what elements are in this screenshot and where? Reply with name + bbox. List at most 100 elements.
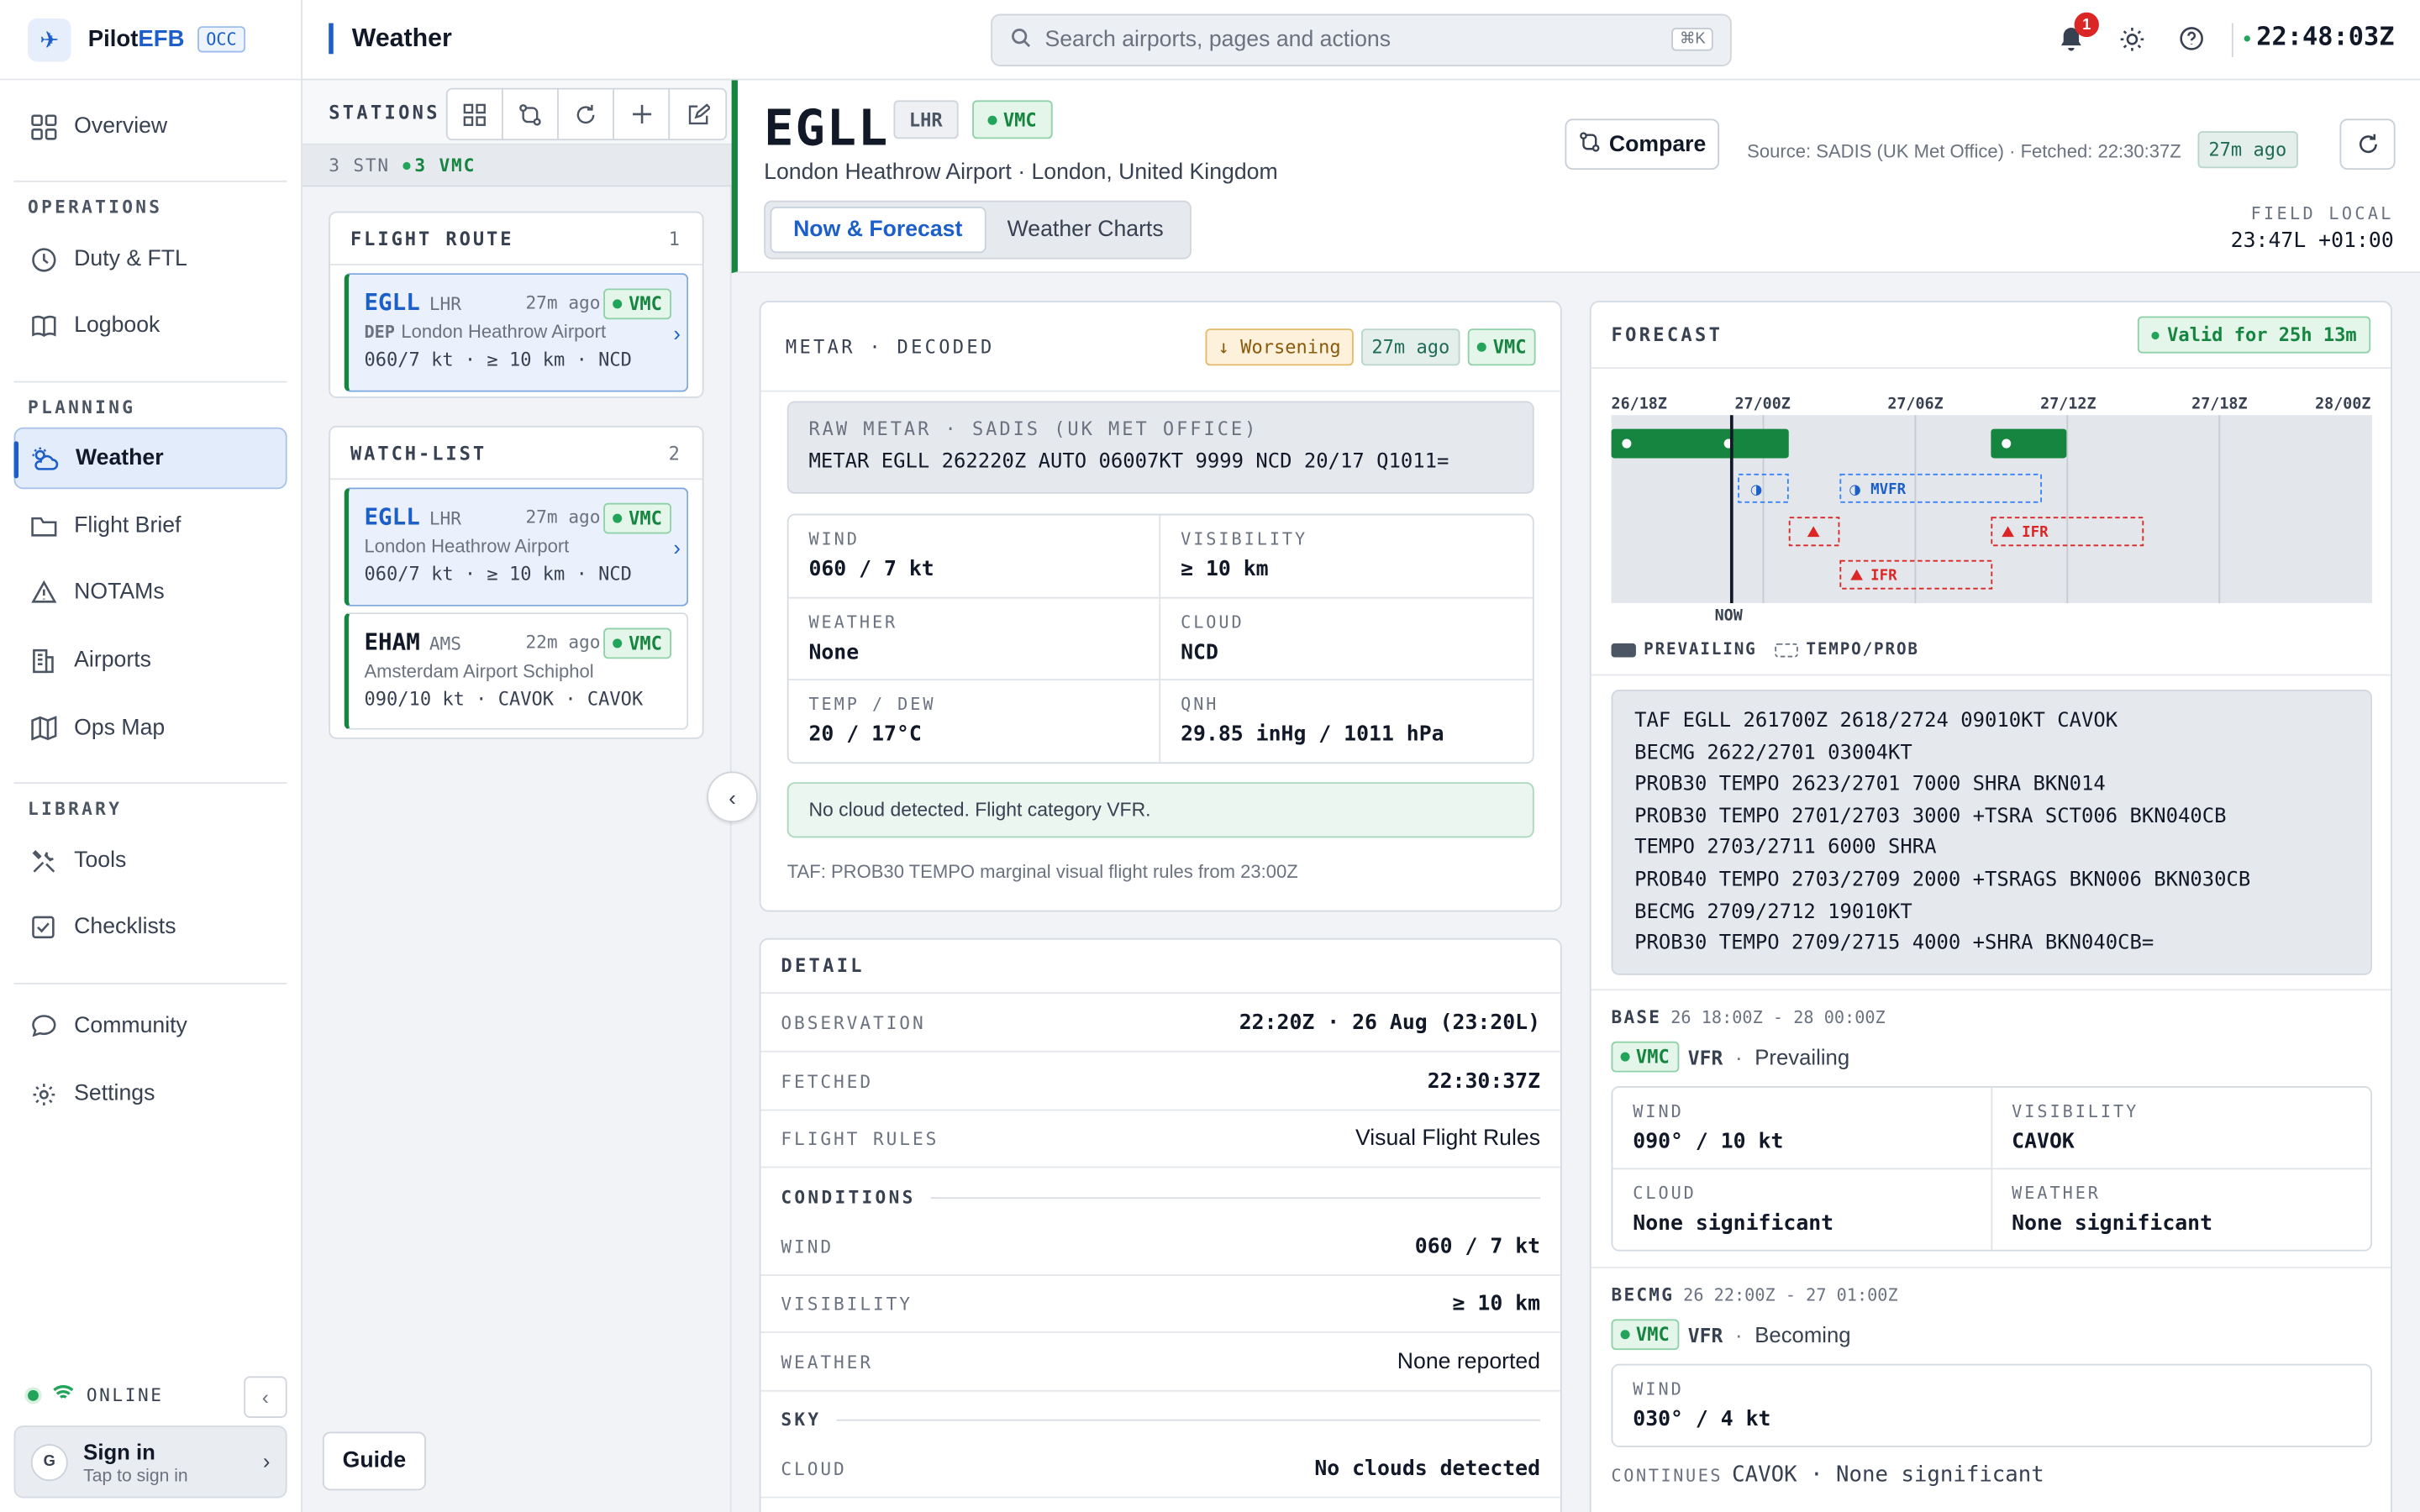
station-iata: LHR: [429, 507, 462, 529]
sidebar-item-weather[interactable]: Weather: [13, 427, 287, 490]
base-period-grid: WIND 090° / 10 kt VISIBILITY CAVOK CLOUD No…: [1611, 1086, 2373, 1252]
tempo-mvfr-block: [1738, 473, 1789, 503]
row-value: ≥ 10 km: [1452, 1290, 1541, 1315]
sign-in-button[interactable]: G Sign in Tap to sign in ›: [13, 1425, 287, 1499]
shortcut-hint: ⌘K: [1671, 28, 1713, 51]
timeline-label: 27/12Z: [2040, 396, 2096, 414]
route-button[interactable]: [503, 89, 559, 139]
sidebar: ✈ PilotEFB OCC Overview OPERATIONS Duty …: [0, 0, 302, 1512]
sidebar-item-checklists[interactable]: Checklists: [14, 896, 287, 958]
divider: [1591, 674, 2391, 676]
legend-label: PREVAILING: [1644, 640, 1757, 659]
sidebar-item-overview[interactable]: Overview: [14, 96, 287, 157]
station-icao: EGLL: [364, 502, 420, 531]
station-card-eham[interactable]: EHAM AMS 22m ago VMC Amsterdam Airport Sc…: [344, 612, 689, 730]
sidebar-item-flight-brief[interactable]: Flight Brief: [14, 496, 287, 557]
taf-line: PROB40 TEMPO 2703/2709 2000 +TSRAGS BKN0…: [1634, 869, 2251, 892]
station-icao: EGLL: [364, 288, 420, 317]
sidebar-item-ops-map[interactable]: Ops Map: [14, 697, 287, 759]
raw-metar-text: METAR EGLL 262220Z AUTO 06007KT 9999 NCD…: [808, 450, 1449, 474]
help-icon[interactable]: [2176, 24, 2207, 55]
refresh-button[interactable]: [2339, 118, 2396, 171]
sidebar-item-duty[interactable]: Duty & FTL: [14, 228, 287, 290]
vmc-badge: VMC: [603, 502, 671, 534]
divider: [13, 381, 287, 383]
source-info: Source: SADIS (UK Met Office) · Fetched:…: [1747, 140, 2181, 162]
sidebar-item-label: Airports: [74, 648, 151, 673]
metar-card: METAR · DECODED ↓ Worsening 27m ago VMC …: [759, 301, 1562, 912]
separator: ·: [1734, 1044, 1743, 1069]
trend-badge: ↓ Worsening: [1205, 328, 1354, 365]
taf-note: TAF: PROB30 TEMPO marginal visual flight…: [786, 860, 1298, 883]
collapse-stations-button[interactable]: ‹: [707, 771, 758, 822]
sidebar-item-logbook[interactable]: Logbook: [14, 295, 287, 356]
period-key: BASE: [1611, 1005, 1662, 1028]
chat-bubble-icon: [29, 1012, 57, 1040]
warning-triangle-icon: [1850, 569, 1863, 580]
cell-label: QNH: [1181, 695, 1219, 716]
chevron-right-icon: ›: [673, 535, 681, 560]
prevailing-dot: [1622, 438, 1632, 449]
chevron-right-icon: ›: [262, 1448, 271, 1474]
cell-value: NCD: [1181, 639, 1218, 664]
online-label: ONLINE: [86, 1383, 164, 1406]
taf-line: BECMG 2709/2712 19010KT: [1634, 900, 1912, 924]
detail-row-observation: OBSERVATION 22:20Z · 26 Aug (23:20L): [760, 994, 1560, 1053]
divider: [836, 1418, 1541, 1420]
row-value: 22:30:37Z: [1427, 1068, 1541, 1094]
metar-cell-weather: WEATHER None: [788, 598, 1161, 681]
station-count: 3 STN: [329, 154, 391, 176]
sidebar-item-tools[interactable]: Tools: [14, 830, 287, 891]
view-tabs: Now & Forecast Weather Charts: [764, 200, 1192, 260]
chevron-left-icon: ‹: [729, 784, 736, 810]
sun-icon[interactable]: [2116, 24, 2147, 55]
vmc-label: VMC: [1492, 335, 1527, 358]
edit-button[interactable]: [670, 90, 725, 139]
grid-view-button[interactable]: [448, 89, 503, 139]
sidebar-item-settings[interactable]: Settings: [14, 1063, 287, 1125]
sidebar-item-airports[interactable]: Airports: [14, 629, 287, 690]
collapse-sidebar-button[interactable]: ‹: [244, 1376, 287, 1418]
vmc-badge: VMC: [1611, 1319, 1679, 1351]
station-card-egll-route[interactable]: EGLL LHR 27m ago VMC DEP London Heathrow A…: [344, 273, 689, 392]
vmc-label: VMC: [629, 292, 662, 315]
brand-name-a: Pilot: [87, 26, 139, 53]
row-label: VISIBILITY: [781, 1292, 913, 1314]
period-status-becmg: VMC VFR · Becoming: [1611, 1319, 1851, 1351]
stations-toolbar: [445, 87, 728, 141]
cell-label: VISIBILITY: [1181, 528, 1308, 549]
compare-button[interactable]: Compare: [1565, 118, 1720, 171]
continues-label: CONTINUES: [1611, 1464, 1723, 1485]
bell-icon[interactable]: [2056, 24, 2087, 55]
period-range: 26 22:00Z - 27 01:00Z: [1683, 1284, 1898, 1305]
timeline-legend: PREVAILING TEMPO/PROB: [1611, 640, 1919, 659]
base-cell-weather: WEATHER None significant: [1991, 1169, 2370, 1250]
detail-row-flight-rules: FLIGHT RULES Visual Flight Rules: [760, 1110, 1560, 1168]
station-iata: LHR: [429, 292, 462, 315]
sidebar-item-notams[interactable]: NOTAMs: [14, 562, 287, 623]
guide-button[interactable]: Guide: [322, 1431, 426, 1491]
search-input[interactable]: Search airports, pages and actions ⌘K: [991, 13, 1732, 66]
add-station-button[interactable]: [614, 89, 671, 139]
sidebar-item-community[interactable]: Community: [14, 995, 287, 1057]
cell-value: None significant: [2012, 1210, 2213, 1236]
cell-label: CLOUD: [1633, 1183, 1697, 1204]
tab-now-forecast[interactable]: Now & Forecast: [770, 207, 986, 254]
vmc-dot-icon: [613, 513, 623, 523]
station-card-egll[interactable]: EGLL LHR 27m ago VMC London Heathrow Airp…: [344, 487, 689, 606]
vmc-badge: VMC: [1468, 328, 1536, 365]
cell-label: WEATHER: [2012, 1183, 2101, 1204]
refresh-button[interactable]: [559, 89, 615, 139]
detail-row-cloud: CLOUD No clouds detected: [760, 1440, 1560, 1499]
validity-label: Valid for 25h 13m: [2167, 323, 2357, 346]
tab-weather-charts[interactable]: Weather Charts: [1007, 217, 1164, 243]
age-badge: 27m ago: [2197, 131, 2298, 169]
metar-decoded-grid: WIND 060 / 7 kt VISIBILITY ≥ 10 km WEATHER…: [786, 513, 1534, 764]
watch-list-count: 2: [668, 442, 682, 464]
age-badge: 27m ago: [1360, 328, 1461, 365]
wifi-icon: [52, 1384, 74, 1406]
vmc-label: VMC: [1002, 108, 1037, 131]
vmc-badge: VMC: [1611, 1041, 1679, 1073]
taf-line: PROB30 TEMPO 2623/2701 7000 SHRA BKN014: [1634, 773, 2106, 797]
vmc-label: VMC: [629, 507, 662, 529]
